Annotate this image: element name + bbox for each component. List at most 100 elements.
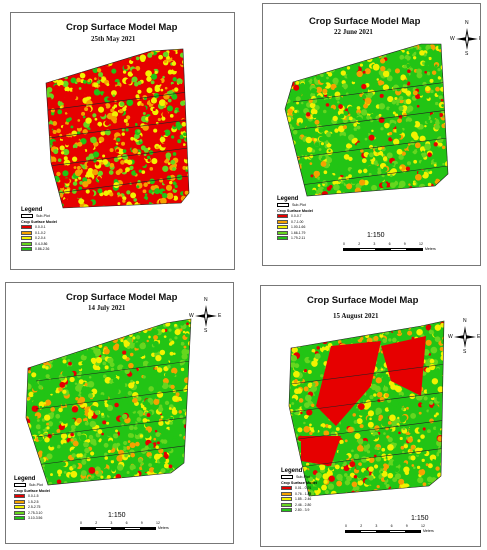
scale-bar-graphic bbox=[80, 527, 156, 530]
scale-bar: 1:150 0 2 3 6 9 12 Meters bbox=[343, 232, 463, 262]
legend-class-label: 2.80 - 3.9 bbox=[295, 508, 310, 513]
field-boundary bbox=[25, 318, 192, 486]
scale-ratio: 1:150 bbox=[108, 512, 126, 519]
legend-swatch bbox=[277, 225, 288, 230]
scale-bar: 1:150 0 2 3 6 9 12 Meters bbox=[80, 512, 210, 543]
crop-model-label: Crop Surface Model bbox=[14, 489, 50, 493]
map-title: Crop Surface Model Map bbox=[307, 295, 419, 306]
legend-class-row: 1.5-2.5 bbox=[14, 499, 50, 504]
legend-class-row: 1.79-2.11 bbox=[277, 236, 313, 241]
sub-plot-label: Sub-Plot bbox=[29, 483, 43, 487]
scale-tick-label: 12 bbox=[156, 521, 160, 525]
legend: Legend Sub-Plot Crop Surface Model 0.0-0… bbox=[277, 196, 313, 241]
legend-class-row: 1.66-1.79 bbox=[277, 230, 313, 235]
map-title: Crop Surface Model Map bbox=[66, 292, 178, 303]
scale-tick-label: 2 bbox=[358, 242, 361, 246]
sub-plot-swatch bbox=[277, 203, 289, 207]
sub-plot-swatch bbox=[281, 475, 293, 479]
legend-swatch bbox=[281, 491, 292, 496]
map-title: Crop Surface Model Map bbox=[66, 22, 178, 33]
compass-rose-icon bbox=[456, 28, 478, 50]
north-arrow: N W E S bbox=[450, 20, 480, 57]
scale-tick-label: 2 bbox=[95, 521, 98, 525]
legend-class-row: 0.1-0.2 bbox=[21, 230, 57, 235]
legend-class-row: 0.7-1.00 bbox=[277, 219, 313, 224]
legend-swatch bbox=[21, 225, 32, 230]
compass-label: S bbox=[465, 51, 469, 57]
north-arrow: N W E S bbox=[189, 297, 222, 334]
legend-swatch bbox=[21, 236, 32, 241]
legend-class-label: 3.10-3.56 bbox=[28, 516, 43, 521]
legend-title: Legend bbox=[277, 196, 299, 202]
legend-title: Legend bbox=[14, 476, 36, 482]
crop-surface-map bbox=[284, 43, 449, 197]
legend-title: Legend bbox=[281, 468, 303, 474]
scale-bar: 1:150 0 2 3 6 9 12 Meters bbox=[345, 515, 475, 546]
crop-surface-map bbox=[45, 48, 190, 209]
legend-class-label: 2.5-2.75 bbox=[28, 505, 41, 510]
legend-swatch bbox=[21, 230, 32, 235]
scale-tick-label: 9 bbox=[405, 524, 408, 528]
legend-class-label: 0.1-0.2 bbox=[35, 230, 46, 235]
sub-plot-swatch bbox=[14, 483, 26, 487]
scale-units: Meters bbox=[425, 247, 436, 251]
sub-plot-swatch bbox=[21, 214, 33, 218]
crop-model-label: Crop Surface Model bbox=[281, 481, 317, 485]
sub-plot-label: Sub-Plot bbox=[296, 475, 310, 479]
legend-class-label: 1.79-2.11 bbox=[291, 236, 306, 241]
legend-class-label: 0.4-0.86 bbox=[35, 241, 48, 246]
compass-rose-icon bbox=[454, 326, 476, 348]
legend-swatch bbox=[277, 230, 288, 235]
crop-surface-map bbox=[288, 320, 445, 497]
scale-units: Meters bbox=[423, 529, 434, 533]
compass-label: W bbox=[189, 313, 194, 319]
legend-class-label: 1.66-1.79 bbox=[291, 230, 306, 235]
compass-label: N bbox=[465, 20, 469, 26]
scale-bar-graphic bbox=[343, 248, 423, 251]
legend-swatch bbox=[14, 516, 25, 521]
map-date: 15 August 2021 bbox=[333, 312, 379, 320]
legend-swatch bbox=[281, 497, 292, 502]
scale-tick-label: 0 bbox=[343, 242, 345, 246]
legend-class-row: 0.0-0.7 bbox=[277, 214, 313, 219]
scale-tick-label: 3 bbox=[373, 242, 376, 246]
legend-swatch bbox=[277, 236, 288, 241]
scale-tick-label: 6 bbox=[388, 242, 391, 246]
scale-tick-label: 12 bbox=[419, 242, 423, 246]
scale-tick-label: 0 bbox=[345, 524, 347, 528]
scale-ratio: 1:150 bbox=[367, 232, 385, 239]
scale-tick-label: 9 bbox=[140, 521, 143, 525]
legend-class-row: 0.2-0.4 bbox=[21, 236, 57, 241]
scale-tick-label: 6 bbox=[125, 521, 128, 525]
compass-label: N bbox=[463, 318, 467, 324]
scale-tick-label: 0 bbox=[80, 521, 82, 525]
legend: Legend Sub-Plot Crop Surface Model 0.0-0… bbox=[21, 207, 57, 252]
compass-label: E bbox=[218, 313, 222, 319]
legend: Legend Sub-Plot Crop Surface Model 0.0-1… bbox=[14, 476, 50, 521]
legend-class-row: 0.76 - 1.85 bbox=[281, 491, 317, 496]
legend-swatch bbox=[281, 508, 292, 513]
legend-class-label: 0.0-0.1 bbox=[35, 225, 46, 230]
scale-tick-label: 2 bbox=[360, 524, 363, 528]
field-raster bbox=[285, 44, 448, 196]
map-date: 22 June 2021 bbox=[334, 28, 373, 36]
scale-ticks: 0 2 3 6 9 12 bbox=[345, 524, 445, 530]
field-boundary bbox=[284, 43, 449, 197]
map-panel-august: Crop Surface Model Map 15 August 2021 N W… bbox=[260, 285, 481, 547]
scale-tick-label: 3 bbox=[110, 521, 113, 525]
legend-swatch bbox=[14, 510, 25, 515]
legend-class-label: 2.75-3.10 bbox=[28, 510, 43, 515]
compass-rose-icon bbox=[195, 305, 217, 327]
legend-swatch bbox=[21, 247, 32, 252]
scale-tick-label: 3 bbox=[375, 524, 378, 528]
legend-class-label: 1.5-2.5 bbox=[28, 499, 39, 504]
legend-class-row: 2.5-2.75 bbox=[14, 505, 50, 510]
crop-surface-map bbox=[25, 318, 192, 486]
compass-label: N bbox=[204, 297, 208, 303]
legend-swatch bbox=[21, 241, 32, 246]
legend-class-row: 1.00-1.66 bbox=[277, 225, 313, 230]
legend-swatch bbox=[277, 214, 288, 219]
legend-class-label: 0.86-2.36 bbox=[35, 247, 50, 252]
legend-swatch bbox=[14, 499, 25, 504]
legend: Legend Sub-Plot Crop Surface Model 0.01 … bbox=[281, 468, 317, 513]
